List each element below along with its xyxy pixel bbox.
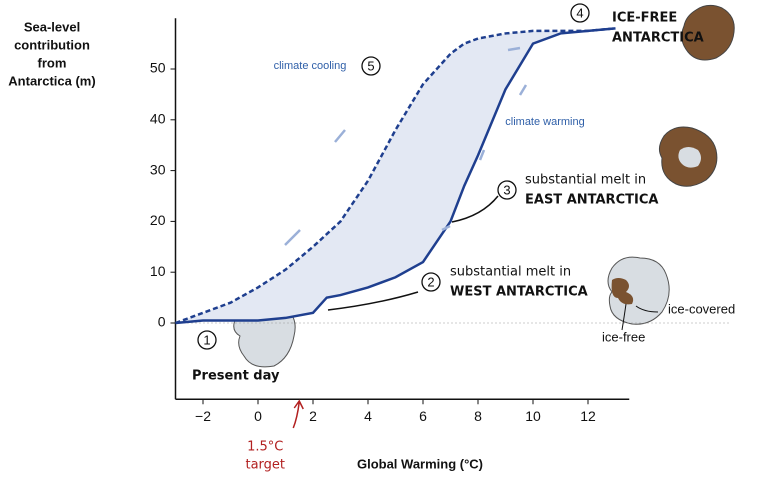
direction-arrow bbox=[334, 129, 346, 143]
antarctica-icon bbox=[681, 4, 735, 61]
leader-line bbox=[327, 291, 419, 311]
target-arrow bbox=[292, 399, 304, 429]
x-tick-label: −2 bbox=[195, 408, 211, 424]
stage-text: substantial melt in bbox=[525, 173, 646, 188]
leader-line bbox=[635, 305, 659, 313]
x-tick-label: 10 bbox=[525, 408, 541, 424]
stage-number: 2 bbox=[427, 274, 434, 289]
map-label: ice-free bbox=[602, 329, 645, 344]
series-label: climate cooling bbox=[274, 60, 347, 72]
series-line bbox=[175, 27, 616, 325]
series-line bbox=[175, 27, 616, 325]
direction-arrow bbox=[284, 229, 301, 246]
x-tick-label: 6 bbox=[419, 408, 427, 424]
ice-patch bbox=[678, 147, 701, 168]
direction-arrow bbox=[441, 224, 451, 232]
x-tick-label: 4 bbox=[364, 408, 372, 424]
y-tick-label: 40 bbox=[150, 111, 166, 127]
stage-circle bbox=[197, 330, 217, 350]
stage-text: WEST ANTARCTICA bbox=[450, 285, 588, 300]
y-tick-label: 0 bbox=[158, 314, 166, 330]
y-axis-label: contribution bbox=[14, 37, 90, 52]
direction-arrow bbox=[518, 84, 528, 96]
map-label: ice-covered bbox=[668, 301, 735, 316]
stage-text: EAST ANTARCTICA bbox=[525, 193, 658, 208]
x-tick-label: 0 bbox=[254, 408, 262, 424]
leader-line bbox=[621, 303, 627, 331]
stage-text: ICE-FREE bbox=[612, 11, 677, 26]
stage-circle bbox=[421, 272, 441, 292]
stage-number: 1 bbox=[203, 332, 210, 347]
stage-text: substantial melt in bbox=[450, 265, 571, 280]
stage-circle bbox=[497, 180, 517, 200]
hysteresis-area bbox=[175, 28, 616, 324]
y-axis-label: from bbox=[38, 55, 67, 70]
stage-circle bbox=[570, 3, 590, 23]
x-axis-label: Global Warming (°C) bbox=[357, 456, 483, 471]
stage-circle bbox=[361, 56, 381, 76]
stage-text: ANTARCTICA bbox=[612, 31, 704, 46]
series-label: climate warming bbox=[505, 116, 584, 128]
stage-text: Present day bbox=[192, 369, 280, 384]
ice-free-region bbox=[611, 278, 634, 305]
y-axis-label: Sea-level bbox=[24, 19, 80, 34]
antarctica-icon bbox=[607, 256, 670, 325]
direction-arrow bbox=[478, 149, 486, 161]
x-tick-label: 8 bbox=[474, 408, 482, 424]
leader-line bbox=[451, 195, 499, 223]
target-label: target bbox=[245, 458, 285, 473]
y-tick-label: 10 bbox=[150, 263, 166, 279]
y-tick-label: 50 bbox=[150, 60, 166, 76]
y-axis-label: Antarctica (m) bbox=[8, 73, 95, 88]
y-tick-label: 20 bbox=[150, 212, 166, 228]
x-tick-label: 12 bbox=[580, 408, 596, 424]
x-tick-label: 2 bbox=[309, 408, 317, 424]
stage-number: 3 bbox=[503, 182, 510, 197]
stage-number: 4 bbox=[576, 5, 583, 20]
direction-arrow bbox=[507, 46, 521, 52]
y-tick-label: 30 bbox=[150, 161, 166, 177]
stage-number: 5 bbox=[367, 58, 374, 73]
target-label: 1.5°C bbox=[247, 440, 283, 455]
